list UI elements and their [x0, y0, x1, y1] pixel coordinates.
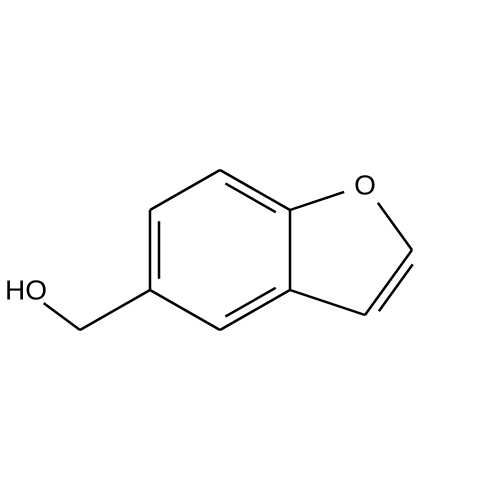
atom-label-O11: HO	[5, 275, 47, 306]
molecule-diagram: O HO	[0, 0, 500, 500]
atom-label-O7: O	[354, 170, 376, 201]
